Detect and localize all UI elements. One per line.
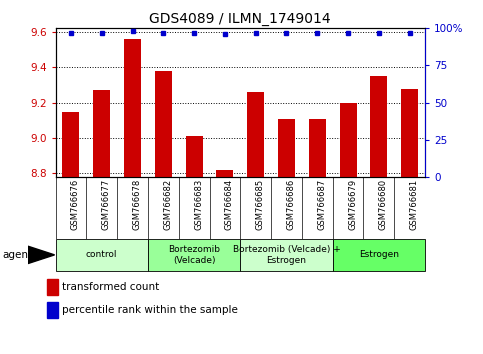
- Text: percentile rank within the sample: percentile rank within the sample: [62, 305, 238, 315]
- Bar: [216, 170, 233, 177]
- Bar: [247, 92, 264, 177]
- Title: GDS4089 / ILMN_1749014: GDS4089 / ILMN_1749014: [149, 12, 331, 26]
- Bar: [333, 239, 425, 271]
- Bar: [401, 88, 418, 177]
- Bar: [56, 239, 148, 271]
- Polygon shape: [28, 246, 55, 263]
- Bar: [185, 136, 202, 177]
- Text: GSM766687: GSM766687: [317, 179, 327, 230]
- Bar: [278, 119, 295, 177]
- Text: GSM766685: GSM766685: [256, 179, 265, 230]
- Text: GSM766681: GSM766681: [410, 179, 419, 230]
- Text: GSM766682: GSM766682: [163, 179, 172, 230]
- Text: GSM766679: GSM766679: [348, 179, 357, 230]
- Bar: [309, 119, 326, 177]
- Text: Bortezomib
(Velcade): Bortezomib (Velcade): [168, 245, 220, 264]
- Text: GSM766677: GSM766677: [102, 179, 111, 230]
- Text: transformed count: transformed count: [62, 282, 159, 292]
- Bar: [241, 239, 333, 271]
- Bar: [148, 239, 241, 271]
- Bar: [124, 39, 141, 177]
- Bar: [62, 112, 79, 177]
- Text: GSM766680: GSM766680: [379, 179, 388, 230]
- Bar: [93, 90, 110, 177]
- Text: Estrogen: Estrogen: [359, 250, 399, 259]
- Bar: [340, 103, 356, 177]
- Text: GSM766684: GSM766684: [225, 179, 234, 230]
- Text: agent: agent: [2, 250, 32, 260]
- Bar: [47, 279, 58, 295]
- Text: GSM766678: GSM766678: [132, 179, 142, 230]
- Bar: [155, 71, 172, 177]
- Bar: [47, 302, 58, 318]
- Text: Bortezomib (Velcade) +
Estrogen: Bortezomib (Velcade) + Estrogen: [233, 245, 341, 264]
- Text: GSM766686: GSM766686: [286, 179, 296, 230]
- Text: GSM766676: GSM766676: [71, 179, 80, 230]
- Bar: [370, 76, 387, 177]
- Text: GSM766683: GSM766683: [194, 179, 203, 230]
- Text: control: control: [86, 250, 117, 259]
